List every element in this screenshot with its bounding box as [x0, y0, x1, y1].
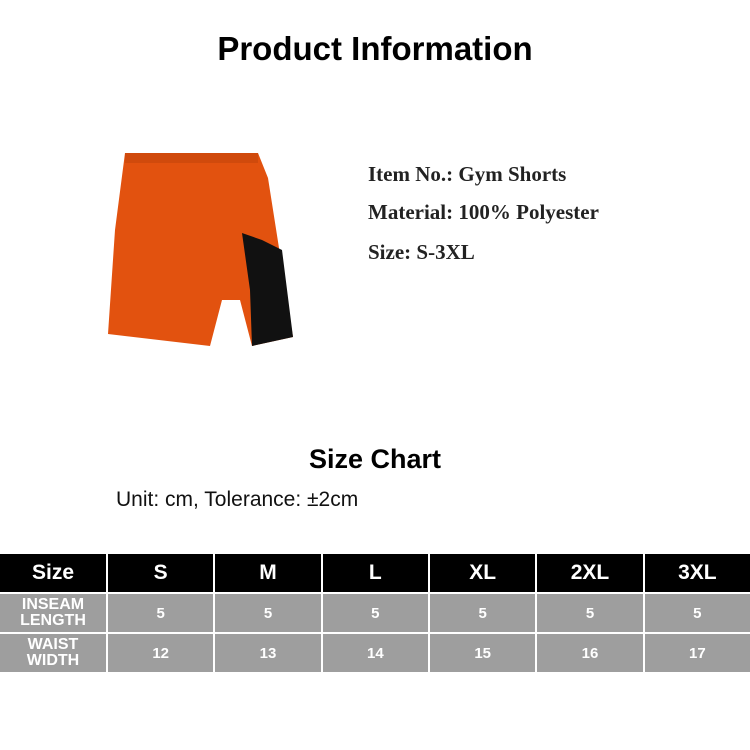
- row-label-line: WIDTH: [26, 652, 80, 669]
- row-label: WAIST WIDTH: [0, 634, 106, 672]
- header-cell: XL: [430, 554, 536, 592]
- table-cell: 5: [215, 594, 321, 632]
- row-label: INSEAM LENGTH: [0, 594, 106, 632]
- table-cell: 16: [537, 634, 643, 672]
- table-cell: 5: [322, 594, 428, 632]
- table-cell: 12: [108, 634, 214, 672]
- product-image: [108, 153, 293, 346]
- waistband: [125, 153, 258, 163]
- item-number: Item No.: Gym Shorts: [368, 162, 567, 186]
- table-cell: 13: [215, 634, 321, 672]
- size-range: Size: S-3XL: [368, 240, 475, 264]
- shorts-body: [108, 153, 293, 346]
- size-table: Size S M L XL 2XL 3XL INSEAM LENGTH 5 5 5…: [0, 554, 750, 672]
- header-cell: 3XL: [644, 554, 750, 592]
- table-cell: 14: [322, 634, 428, 672]
- table-cell: 17: [644, 634, 750, 672]
- row-label-line: LENGTH: [20, 612, 86, 629]
- material: Material: 100% Polyester: [368, 200, 599, 224]
- row-label-line: WAIST: [27, 636, 79, 653]
- size-chart-title: Size Chart: [308, 444, 442, 474]
- header-cell: L: [322, 554, 428, 592]
- header-cell: M: [215, 554, 321, 592]
- row-label-line: INSEAM: [21, 596, 85, 613]
- shorts-panel: [242, 233, 293, 346]
- header-cell: 2XL: [537, 554, 643, 592]
- table-cell: 5: [537, 594, 643, 632]
- unit-note: Unit: cm, Tolerance: ±2cm: [116, 488, 359, 511]
- table-cell: 5: [644, 594, 750, 632]
- header-cell: Size: [0, 554, 106, 592]
- page-title: Product Information: [217, 30, 533, 67]
- header-cell: S: [108, 554, 214, 592]
- table-cell: 15: [430, 634, 536, 672]
- table-cell: 5: [430, 594, 536, 632]
- table-cell: 5: [108, 594, 214, 632]
